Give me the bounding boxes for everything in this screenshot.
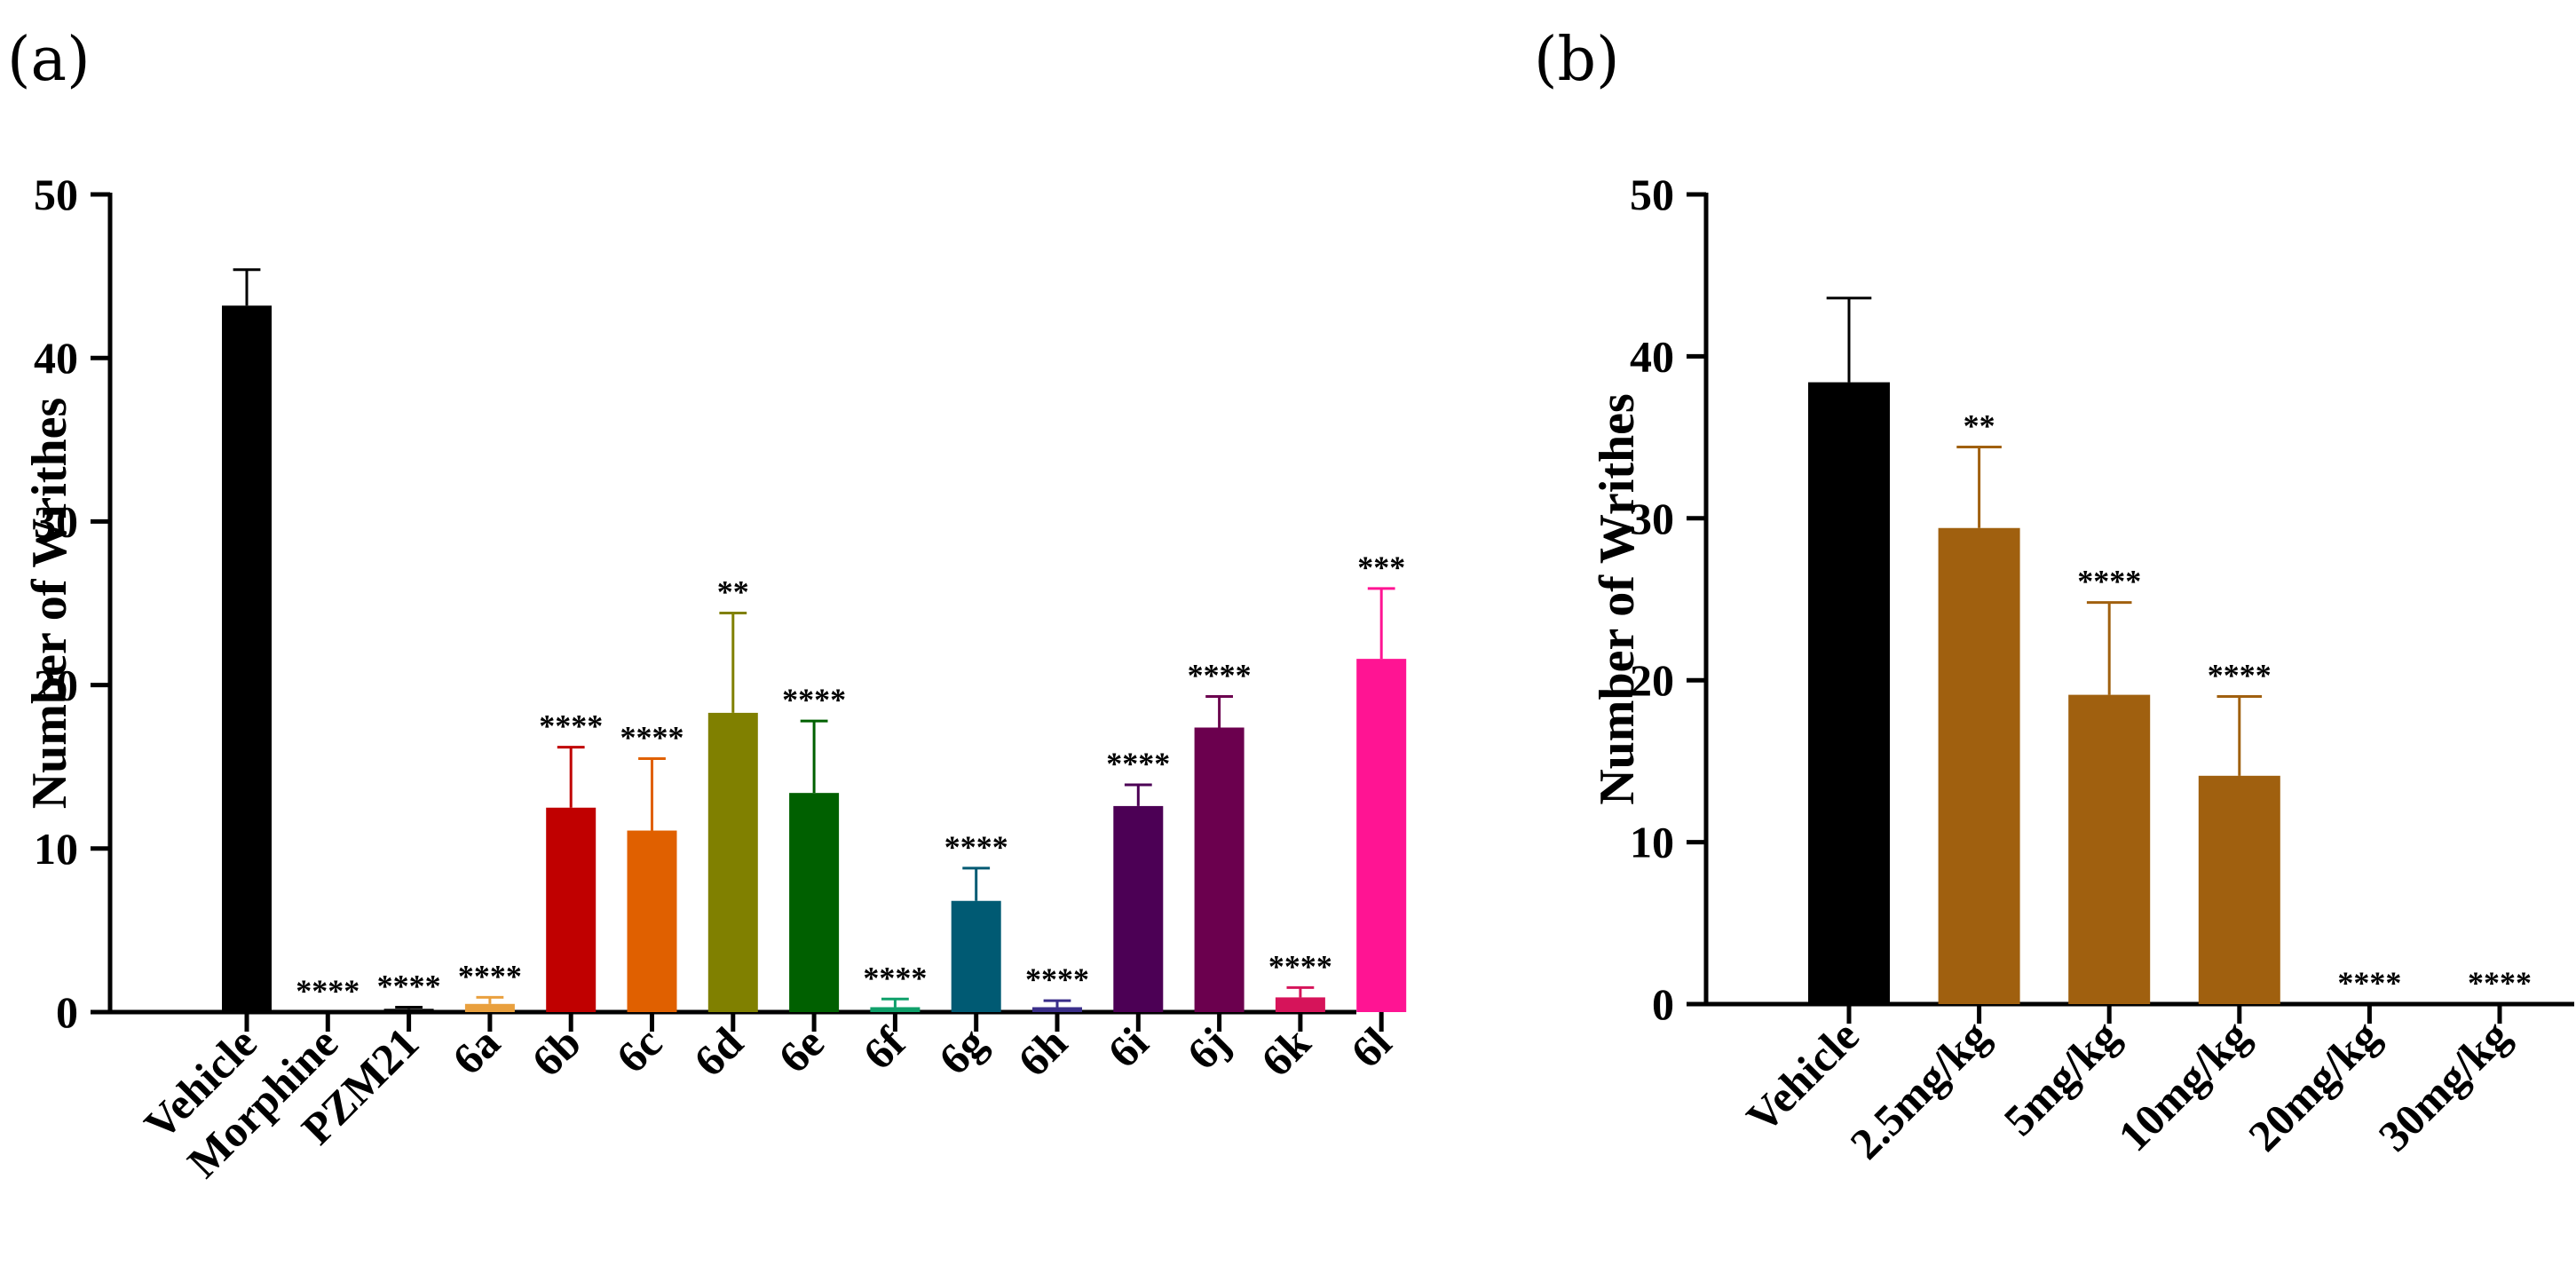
chart-a-bar-6e: [789, 793, 840, 1012]
chart-b: 0 10 20 30 40 50 Number of Writhes Vehicle ** 2.5…: [1590, 170, 2574, 1168]
chart-b-category-label-20mg/kg: 20mg/kg: [2239, 1010, 2389, 1160]
chart-a-bar-6b: [546, 807, 597, 1012]
chart-a-significance-6d: **: [717, 574, 749, 610]
chart-a-significance-6i: ****: [1106, 746, 1170, 781]
chart-b-y-tick-label: 0: [1652, 979, 1674, 1029]
chart-b-bar-5mg/kg: [2068, 694, 2151, 1004]
chart-a-bar-6h: [1032, 1007, 1082, 1012]
chart-b-y-tick-label: 50: [1630, 170, 1674, 219]
chart-a-significance-6l: ***: [1357, 550, 1405, 585]
chart-a-y-tick-label: 40: [34, 333, 78, 383]
chart-a-bar-6j: [1194, 727, 1245, 1012]
chart-a-significance-6b: ****: [539, 708, 603, 744]
chart-a-bar-6d: [707, 712, 758, 1012]
chart-a-category-label-6a: 6a: [443, 1017, 510, 1084]
chart-b-bar-10mg/kg: [2198, 775, 2280, 1004]
chart-a-significance-6c: ****: [620, 719, 684, 755]
panel-label-a: (a): [7, 25, 91, 95]
chart-b-significance-10mg/kg: ****: [2208, 657, 2272, 692]
chart-a-category-label-6j: 6j: [1177, 1017, 1238, 1079]
chart-b-y-tick-label: 30: [1630, 494, 1674, 543]
chart-a-category-label-6e: 6e: [769, 1017, 834, 1082]
chart-b-significance-20mg/kg: ****: [2337, 965, 2401, 1001]
chart-a-significance-6a: ****: [458, 958, 522, 993]
chart-a-significance-6g: ****: [944, 829, 1008, 865]
chart-b-category-label-2.5mg/kg: 2.5mg/kg: [1840, 1010, 1998, 1168]
chart-a-bar-6l: [1356, 659, 1407, 1012]
chart-a-bar-6a: [464, 1003, 515, 1012]
chart-a-significance-6e: ****: [782, 682, 846, 717]
chart-a-y-tick-label: 20: [34, 661, 78, 710]
chart-a-bar-6g: [951, 900, 1001, 1012]
chart-a-category-label-6g: 6g: [929, 1017, 996, 1084]
chart-a-significance-6f: ****: [863, 960, 927, 995]
chart-b-bar-Vehicle: [1808, 382, 1890, 1005]
chart-a-category-label-6h: 6h: [1008, 1017, 1077, 1086]
chart-b-significance-5mg/kg: ****: [2077, 564, 2141, 599]
chart-a-significance-6h: ****: [1025, 961, 1089, 997]
chart-a-bar-PZM21: [383, 1009, 434, 1012]
chart-a-category-label-6d: 6d: [684, 1017, 753, 1086]
chart-a-category-label-6l: 6l: [1341, 1017, 1401, 1077]
chart-b-category-label-10mg/kg: 10mg/kg: [2108, 1010, 2258, 1160]
chart-b-category-label-Vehicle: Vehicle: [1737, 1010, 1869, 1142]
chart-a-significance-6j: ****: [1188, 657, 1252, 692]
chart-b-y-tick-label: 10: [1630, 818, 1674, 867]
chart-a-significance-Morphine: ****: [296, 973, 360, 1009]
chart-a-bar-6k: [1275, 997, 1325, 1012]
chart-a-category-label-6b: 6b: [522, 1017, 590, 1086]
chart-a-significance-PZM21: ****: [377, 968, 441, 1003]
chart-a-y-tick-label: 30: [34, 496, 78, 546]
chart-a-bar-6i: [1113, 805, 1164, 1012]
chart-a-y-tick-label: 10: [34, 824, 78, 874]
chart-a-category-label-6f: 6f: [853, 1017, 915, 1079]
chart-b-y-axis-title: Number of Writhes: [1590, 393, 1645, 805]
chart-b-category-label-30mg/kg: 30mg/kg: [2369, 1010, 2519, 1160]
chart-a-bar-Vehicle: [222, 305, 272, 1013]
chart-a-significance-6k: ****: [1268, 948, 1332, 984]
chart-b-significance-2.5mg/kg: **: [1964, 408, 1995, 444]
chart-a-y-tick-label: 0: [56, 987, 78, 1037]
chart-a-category-label-6i: 6i: [1098, 1017, 1158, 1077]
chart-b-bar-2.5mg/kg: [1938, 527, 2020, 1004]
chart-a-y-axis-title: Number of Writhes: [22, 398, 77, 810]
chart-a-bar-6c: [627, 830, 677, 1012]
chart-a-bar-6f: [870, 1007, 921, 1012]
panel-label-b: (b): [1534, 25, 1620, 95]
chart-b-y-tick-label: 20: [1630, 655, 1674, 705]
chart-b-y-tick-label: 40: [1630, 331, 1674, 381]
chart-a-category-label-6k: 6k: [1252, 1017, 1320, 1086]
chart-a-category-label-6c: 6c: [606, 1017, 671, 1082]
chart-a-y-tick-label: 50: [34, 170, 78, 219]
chart-b-significance-30mg/kg: ****: [2468, 965, 2532, 1001]
